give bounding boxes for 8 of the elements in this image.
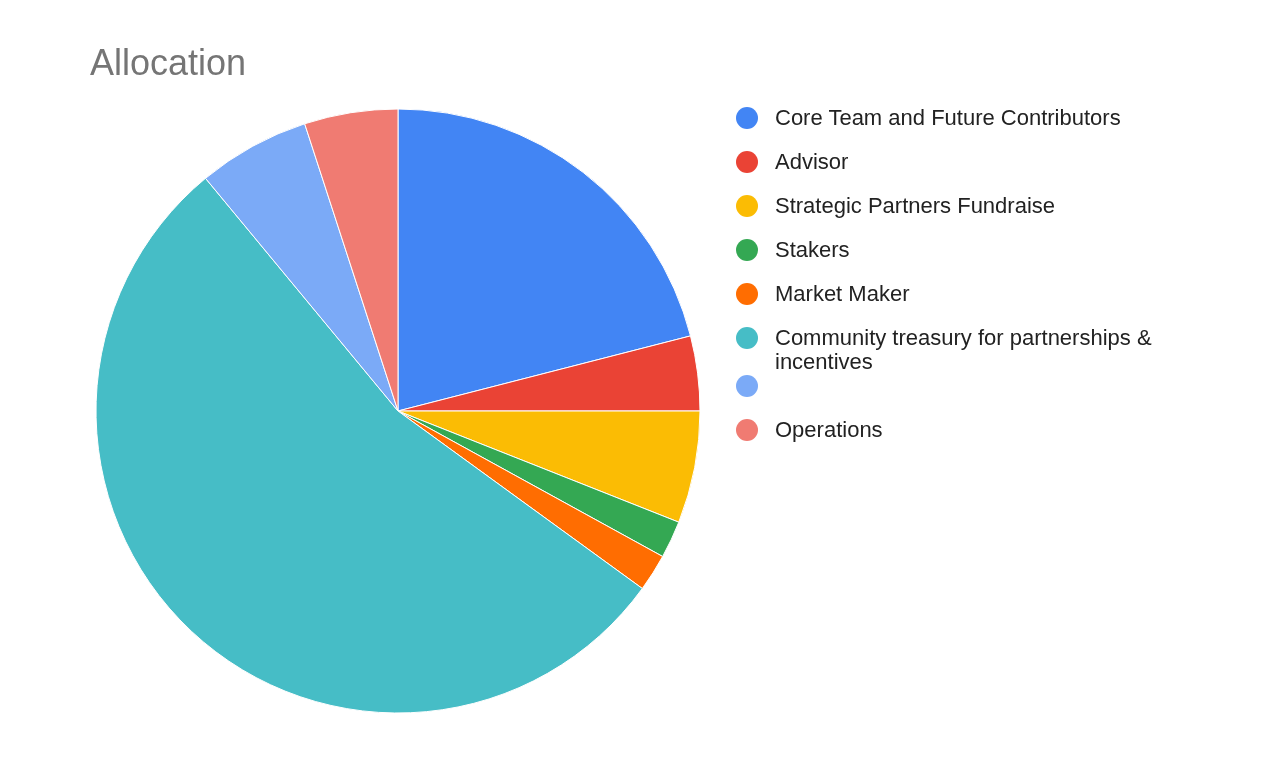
legend-label: Market Maker	[775, 281, 910, 306]
legend-label: Strategic Partners Fundraise	[775, 193, 1056, 218]
legend-label: Core Team and Future Contributors	[775, 105, 1121, 130]
legend-label: Community treasury for partnerships & incentives	[775, 325, 1153, 374]
chart-title: Allocation	[90, 42, 247, 84]
legend-label: Advisor	[775, 149, 849, 174]
legend-label: Operations	[775, 417, 883, 442]
legend-label: Stakers	[775, 237, 850, 262]
